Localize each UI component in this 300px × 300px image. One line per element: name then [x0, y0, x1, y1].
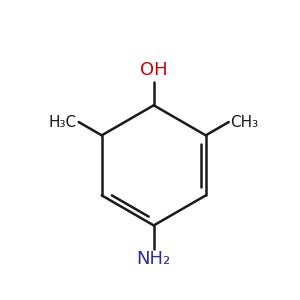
Text: H₃C: H₃C: [49, 115, 77, 130]
Text: CH₃: CH₃: [231, 115, 259, 130]
Text: OH: OH: [140, 61, 168, 80]
Text: NH₂: NH₂: [136, 250, 171, 268]
